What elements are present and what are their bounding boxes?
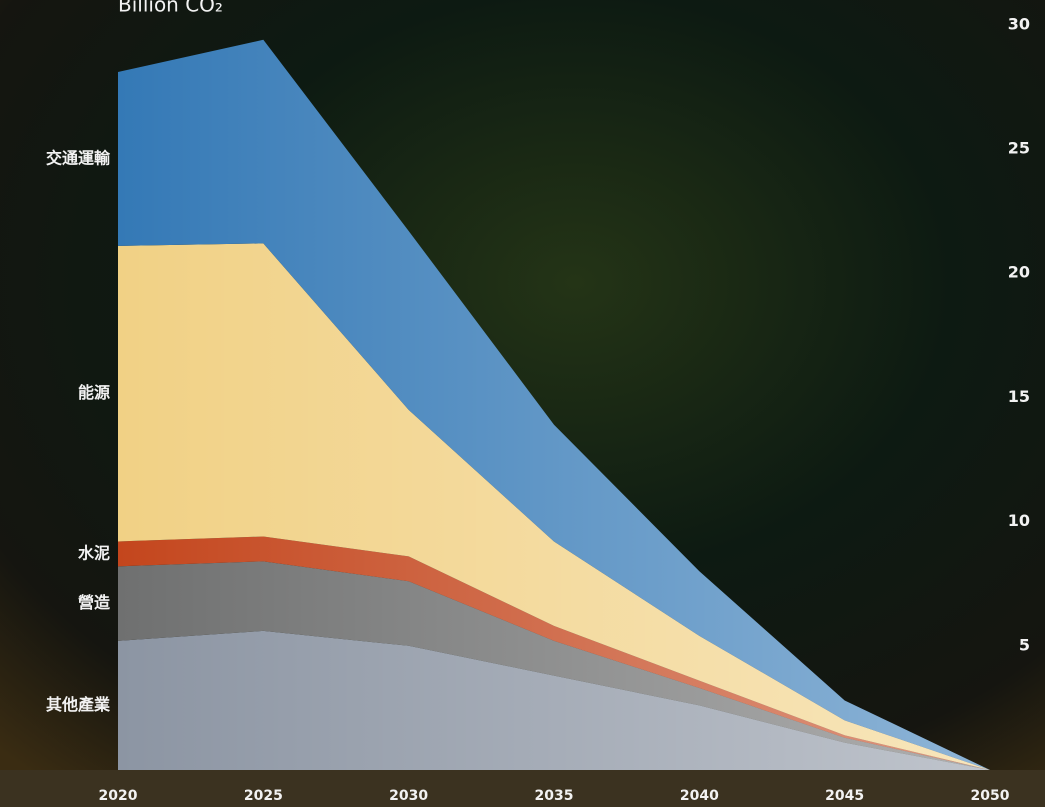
legend-label: 交通運輸 xyxy=(46,148,111,167)
plot xyxy=(118,39,990,770)
chart-title: Billion CO₂ xyxy=(118,0,223,17)
y-tick-label: 15 xyxy=(1008,387,1030,406)
y-tick-label: 25 xyxy=(1008,139,1030,158)
x-tick-label: 2030 xyxy=(389,788,428,804)
x-tick-label: 2040 xyxy=(680,788,719,804)
shading xyxy=(118,39,990,770)
legend-label: 其他產業 xyxy=(46,695,111,714)
y-tick-label: 30 xyxy=(1008,14,1030,33)
ground xyxy=(0,770,1045,807)
legend-label: 水泥 xyxy=(78,543,110,562)
x-tick-label: 2035 xyxy=(535,788,574,804)
y-tick-label: 10 xyxy=(1008,511,1030,530)
x-tick-label: 2020 xyxy=(99,788,138,804)
legend-label: 能源 xyxy=(78,383,110,402)
x-tick-label: 2050 xyxy=(971,788,1010,804)
y-tick-label: 20 xyxy=(1008,263,1030,282)
x-tick-label: 2045 xyxy=(825,788,864,804)
x-tick-label: 2025 xyxy=(244,788,283,804)
legend-label: 營造 xyxy=(78,593,111,612)
y-tick-label: 5 xyxy=(1019,635,1030,654)
